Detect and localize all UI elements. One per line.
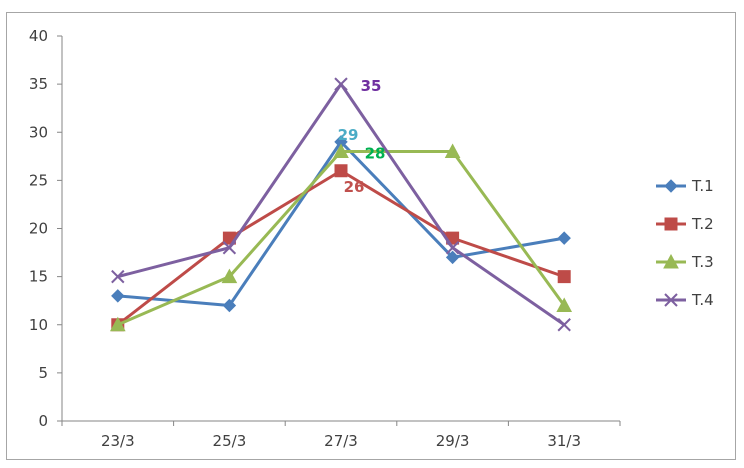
x-tick-label: 23/3: [101, 432, 135, 450]
legend-entry: T.2: [656, 215, 714, 233]
legend-entry: T.1: [656, 177, 714, 195]
x-marker-stroke: [664, 293, 678, 307]
x-tick-label: 31/3: [547, 432, 581, 450]
data-point-t-3: [221, 268, 238, 284]
y-tick-label: 25: [29, 171, 48, 189]
y-tick-label: 20: [29, 220, 48, 238]
y-tick-label: 35: [29, 75, 48, 93]
data-point-t-3: [444, 143, 461, 158]
legend-label: T.2: [691, 215, 714, 233]
data-label: 35: [361, 77, 382, 95]
legend-entry: T.3: [656, 253, 714, 271]
y-tick-label: 15: [29, 268, 48, 286]
data-point-t-1: [111, 289, 125, 303]
data-label: 29: [338, 126, 359, 144]
legend-label: T.3: [691, 253, 714, 271]
data-point-t-1: [557, 231, 571, 245]
data-point-t-3: [556, 297, 573, 312]
data-point-t-1: [222, 298, 237, 313]
x-marker-stroke: [222, 241, 237, 255]
x-tick-label: 29/3: [436, 432, 470, 450]
data-point-t-2: [334, 164, 348, 178]
data-point-t-4: [111, 269, 125, 284]
series-line-t-4: [117, 82, 566, 326]
data-label: 28: [365, 145, 386, 163]
data-point-t-2: [557, 270, 571, 284]
axes: 0 5 10 15 20 25 30 35 40 23/3 25/3 27/3 29/3 31/3: [29, 27, 621, 450]
series-lines: [109, 77, 573, 332]
x-marker-stroke: [111, 269, 125, 284]
x-marker-stroke: [557, 318, 571, 332]
data-label: 26: [344, 178, 365, 196]
y-tick-label: 5: [38, 364, 48, 382]
legend-marker: [664, 217, 678, 231]
y-tick-label: 10: [29, 316, 48, 334]
data-point-t-3: [109, 316, 126, 332]
data-point-t-4: [557, 318, 571, 332]
legend: T.1 T.2 T.3 T.4: [656, 177, 714, 309]
legend-label: T.1: [691, 177, 714, 195]
y-tick-label: 30: [29, 123, 48, 141]
legend-label: T.4: [691, 291, 714, 309]
legend-marker: [664, 179, 678, 193]
series-line-t-3: [117, 150, 566, 327]
data-point-t-4: [334, 77, 348, 91]
legend-marker: [663, 253, 679, 269]
x-marker-stroke: [334, 77, 348, 91]
data-point-t-4: [445, 241, 460, 255]
chart-area: [6, 12, 736, 460]
legend-marker: [664, 293, 678, 307]
x-tick-label: 27/3: [324, 432, 358, 450]
data-point-t-3: [333, 143, 349, 158]
y-tick-label: 0: [38, 412, 48, 430]
x-tick-label: 25/3: [213, 432, 247, 450]
y-tick-label: 40: [29, 27, 48, 45]
x-marker-stroke: [445, 241, 460, 255]
legend-entry: T.4: [656, 291, 714, 309]
data-point-t-1: [445, 250, 460, 265]
data-point-t-4: [222, 241, 237, 255]
